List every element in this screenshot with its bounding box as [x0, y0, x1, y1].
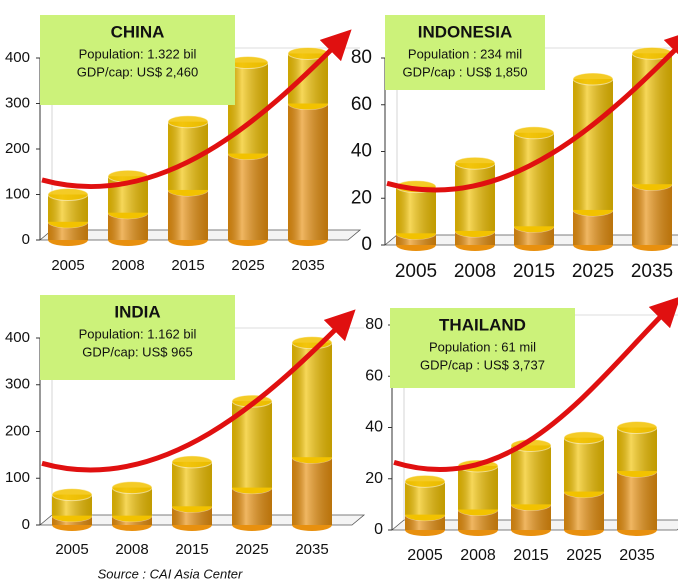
- info-text: Population : 61 mil: [429, 339, 536, 354]
- cylinder-shade: [292, 342, 332, 458]
- x-tick-label: 2008: [460, 547, 496, 564]
- info-box: [390, 308, 575, 388]
- x-tick-label: 2025: [566, 547, 602, 564]
- info-text: GDP/cap : US$ 1,850: [402, 64, 527, 79]
- x-tick-label: 2008: [111, 257, 144, 274]
- y-tick-label: 0: [22, 516, 30, 533]
- y-tick-label: 400: [5, 329, 30, 346]
- x-tick-label: 2025: [235, 541, 268, 558]
- cylinder-top: [616, 421, 658, 434]
- y-tick-label: 300: [5, 376, 30, 393]
- info-text: GDP/cap : US$ 3,737: [420, 357, 545, 372]
- info-text: Population: 1.322 bil: [79, 46, 197, 61]
- cylinder-shade: [396, 186, 436, 234]
- x-tick-label: 2035: [295, 541, 328, 558]
- cylinder-shade: [288, 103, 328, 240]
- info-text: Population : 234 mil: [408, 46, 522, 61]
- cylinder-shade: [564, 437, 604, 492]
- cylinder-shade: [168, 189, 208, 240]
- info-box: [40, 15, 235, 105]
- source-note: Source : CAI Asia Center: [98, 566, 243, 581]
- y-tick-label: 40: [365, 419, 383, 436]
- y-tick-label: 20: [351, 187, 372, 208]
- cylinder-top: [513, 126, 555, 140]
- x-tick-label: 2035: [631, 261, 673, 282]
- x-tick-label: 2015: [171, 257, 204, 274]
- trend-arrow: [41, 29, 352, 190]
- cylinder-shade: [458, 465, 498, 510]
- cylinder-top: [572, 72, 614, 86]
- cylinder-shade: [172, 461, 212, 507]
- cylinder-top: [47, 188, 89, 201]
- x-tick-label: 2035: [619, 547, 655, 564]
- y-tick-label: 300: [5, 94, 30, 111]
- cylinder-shade: [617, 471, 657, 530]
- chart-title: THAILAND: [439, 315, 526, 334]
- cylinder-top: [171, 455, 213, 469]
- x-tick-label: 2005: [395, 261, 437, 282]
- x-tick-label: 2008: [115, 541, 148, 558]
- chart-title: CHINA: [111, 22, 165, 41]
- chart-title: INDONESIA: [418, 22, 512, 41]
- cylinder-shade: [292, 457, 332, 525]
- y-tick-label: 100: [5, 469, 30, 486]
- y-tick-label: 60: [365, 367, 383, 384]
- info-text: GDP/cap: US$ 2,460: [77, 64, 198, 79]
- y-tick-label: 20: [365, 470, 383, 487]
- x-tick-label: 2015: [175, 541, 208, 558]
- y-tick-label: 0: [22, 231, 30, 248]
- x-tick-label: 2035: [291, 257, 324, 274]
- trend-arrow: [393, 296, 678, 472]
- info-box: [385, 15, 545, 90]
- cylinder-top: [454, 156, 496, 170]
- x-tick-label: 2005: [407, 547, 443, 564]
- y-tick-label: 200: [5, 422, 30, 439]
- cylinder-shade: [632, 184, 672, 245]
- cylinder-shade: [514, 132, 554, 227]
- x-tick-label: 2008: [454, 261, 496, 282]
- x-tick-label: 2025: [572, 261, 614, 282]
- chart-title: INDIA: [114, 302, 160, 321]
- y-tick-label: 40: [351, 141, 372, 162]
- info-text: Population: 1.162 bil: [79, 326, 197, 341]
- y-tick-label: 200: [5, 140, 30, 157]
- x-tick-label: 2005: [55, 541, 88, 558]
- y-tick-label: 400: [5, 49, 30, 66]
- y-tick-label: 0: [361, 234, 372, 255]
- cylinder-top: [111, 481, 153, 495]
- cylinder-top: [404, 474, 446, 488]
- x-tick-label: 2015: [513, 261, 555, 282]
- cylinder-shade: [617, 427, 657, 472]
- trend-arrow: [41, 309, 356, 473]
- cylinder-shade: [511, 445, 551, 505]
- y-tick-label: 60: [351, 94, 372, 115]
- y-tick-label: 80: [365, 316, 383, 333]
- info-box: [40, 295, 235, 380]
- cylinder-top: [563, 431, 605, 445]
- info-text: GDP/cap: US$ 965: [82, 344, 193, 359]
- x-tick-label: 2005: [51, 257, 84, 274]
- cylinder-top: [167, 115, 209, 129]
- cylinder-shade: [573, 79, 613, 210]
- y-tick-label: 0: [374, 521, 383, 538]
- cylinder-shade: [455, 163, 495, 231]
- trend-arrow: [386, 29, 678, 193]
- cylinder-shade: [228, 153, 268, 240]
- y-tick-label: 80: [351, 47, 372, 68]
- x-tick-label: 2025: [231, 257, 264, 274]
- y-tick-label: 100: [5, 185, 30, 202]
- x-tick-label: 2015: [513, 547, 549, 564]
- cylinder-top: [51, 488, 93, 502]
